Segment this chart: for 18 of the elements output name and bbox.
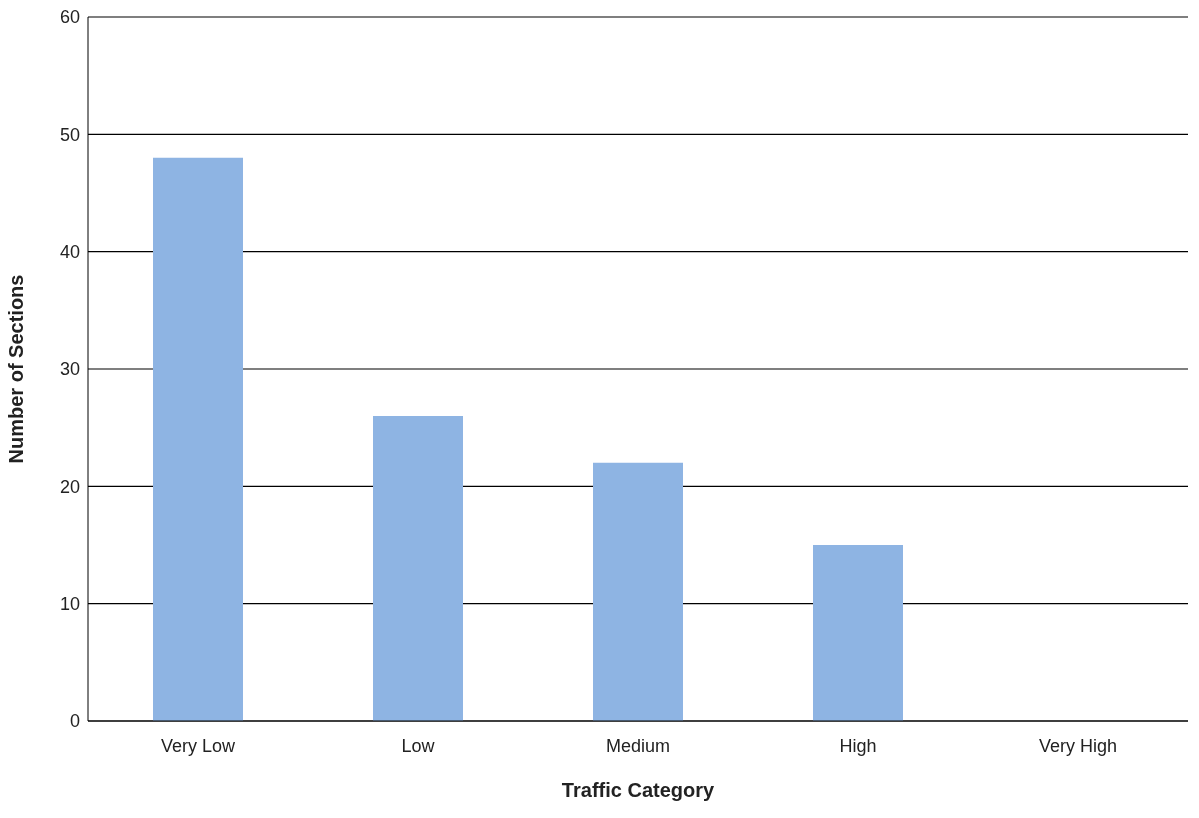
y-axis-title: Number of Sections xyxy=(5,274,28,464)
y-tick-label: 30 xyxy=(59,359,80,380)
x-tick-label: Very Low xyxy=(160,735,237,756)
bar xyxy=(593,462,683,721)
bar xyxy=(813,545,903,721)
y-tick-label: 10 xyxy=(59,594,80,615)
x-tick-label: Medium xyxy=(605,735,671,756)
x-tick-label: Low xyxy=(401,735,436,756)
y-tick-label: 50 xyxy=(59,124,80,145)
y-tick-label: 20 xyxy=(59,476,80,497)
x-axis-title: Traffic Category xyxy=(561,779,716,801)
x-tick-label: Very High xyxy=(1038,735,1118,756)
bar xyxy=(153,157,243,721)
y-tick-label: 60 xyxy=(59,7,80,28)
y-tick-label: 40 xyxy=(59,242,80,263)
y-tick-label: 0 xyxy=(69,711,80,732)
x-tick-label: High xyxy=(839,735,877,756)
bar xyxy=(373,415,463,721)
